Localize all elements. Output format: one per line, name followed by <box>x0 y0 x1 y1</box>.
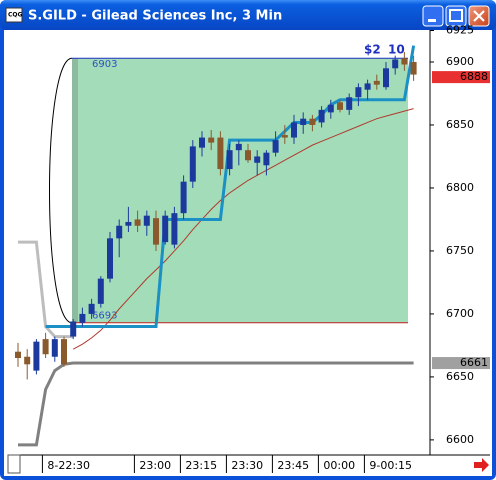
candle-body <box>153 218 159 245</box>
maximize-button[interactable] <box>445 5 467 27</box>
candle-body <box>401 58 408 65</box>
price-flag <box>432 357 490 370</box>
candle-body <box>134 219 141 226</box>
minimize-button[interactable] <box>422 5 444 27</box>
candle-body <box>42 339 49 355</box>
range-box-shadow <box>72 58 78 323</box>
x-tick-label: 23:45 <box>277 459 309 472</box>
candle-body <box>61 339 67 365</box>
price-flag-label: 6661 <box>460 356 488 369</box>
candle-body <box>226 150 233 170</box>
y-tick-label: 6850 <box>446 118 474 131</box>
candle-body <box>327 104 334 113</box>
candle-body <box>107 238 113 279</box>
y-tick-label: 6650 <box>446 370 474 383</box>
candle-body <box>318 109 325 123</box>
price-flag <box>432 71 490 84</box>
candle-body <box>364 83 371 90</box>
scroll-thumb[interactable] <box>7 454 21 474</box>
candle-body <box>309 118 316 125</box>
close-button[interactable] <box>468 5 490 27</box>
candle-body <box>125 221 132 226</box>
candle-body <box>97 278 104 304</box>
range-bracket <box>49 57 73 324</box>
candle-body <box>217 137 224 170</box>
candle-body <box>337 102 343 110</box>
x-tick-label: 23:30 <box>231 459 263 472</box>
y-tick-label: 6600 <box>446 433 474 446</box>
candle-body <box>272 140 279 153</box>
y-tick-label: 6900 <box>446 55 474 68</box>
candle-body <box>189 146 196 182</box>
candle-body <box>245 150 251 161</box>
x-tick-label: 23:00 <box>139 459 171 472</box>
x-tick-label: 00:00 <box>323 459 355 472</box>
candle-body <box>79 313 86 323</box>
candle-body <box>373 80 380 85</box>
range-high-label: 6903 <box>92 59 117 70</box>
candle-body <box>291 122 297 138</box>
x-tick-label: 23:15 <box>185 459 217 472</box>
candle-body <box>254 156 261 163</box>
y-tick-label: 6925 <box>446 24 474 37</box>
candle-body <box>355 87 362 98</box>
candle-body <box>383 68 389 88</box>
candle-body <box>88 303 95 314</box>
candle-body <box>162 215 169 243</box>
scroll-right-arrow[interactable] <box>474 458 489 472</box>
candle-body <box>24 356 31 365</box>
candle-body <box>346 97 353 110</box>
range-low-label: 6693 <box>92 311 117 322</box>
candle-body <box>300 118 307 125</box>
candle-body <box>171 213 178 245</box>
candle-body <box>281 135 288 138</box>
candle-body <box>33 341 40 371</box>
candle-body <box>116 225 123 239</box>
annotation: $2 <box>364 43 381 57</box>
candle-body <box>392 59 399 69</box>
y-tick-label: 6800 <box>446 181 474 194</box>
candle-body <box>70 321 77 337</box>
indicator-line <box>72 108 414 350</box>
y-tick-label: 6700 <box>446 307 474 320</box>
plot-area: 6903 6693 $2 10 6600 6650 6700 6750 6800 6850 6900… <box>15 24 490 473</box>
indicator-line <box>45 45 416 329</box>
app-icon-text: CQG <box>8 12 23 19</box>
candle-body <box>180 181 187 214</box>
app-icon <box>5 7 23 23</box>
indicator-line <box>18 361 414 447</box>
annotation: 10 <box>388 43 405 57</box>
candle-body <box>199 137 205 148</box>
candle-body <box>208 137 215 143</box>
candle-body <box>263 152 270 166</box>
range-box <box>72 58 408 323</box>
x-tick-label: 8-22:30 <box>47 459 90 472</box>
window-title: S.GILD - Gilead Sciences Inc, 3 Min <box>28 9 282 24</box>
y-tick-label: 6750 <box>446 244 474 257</box>
title-bar <box>0 0 496 30</box>
candle-body <box>410 61 417 75</box>
candle-body <box>15 351 21 359</box>
candle-body <box>143 215 150 226</box>
candle-body <box>235 143 242 151</box>
price-flag-label: 6888 <box>460 70 488 83</box>
candle-body <box>51 339 58 357</box>
x-tick-label: 9-00:15 <box>369 459 412 472</box>
